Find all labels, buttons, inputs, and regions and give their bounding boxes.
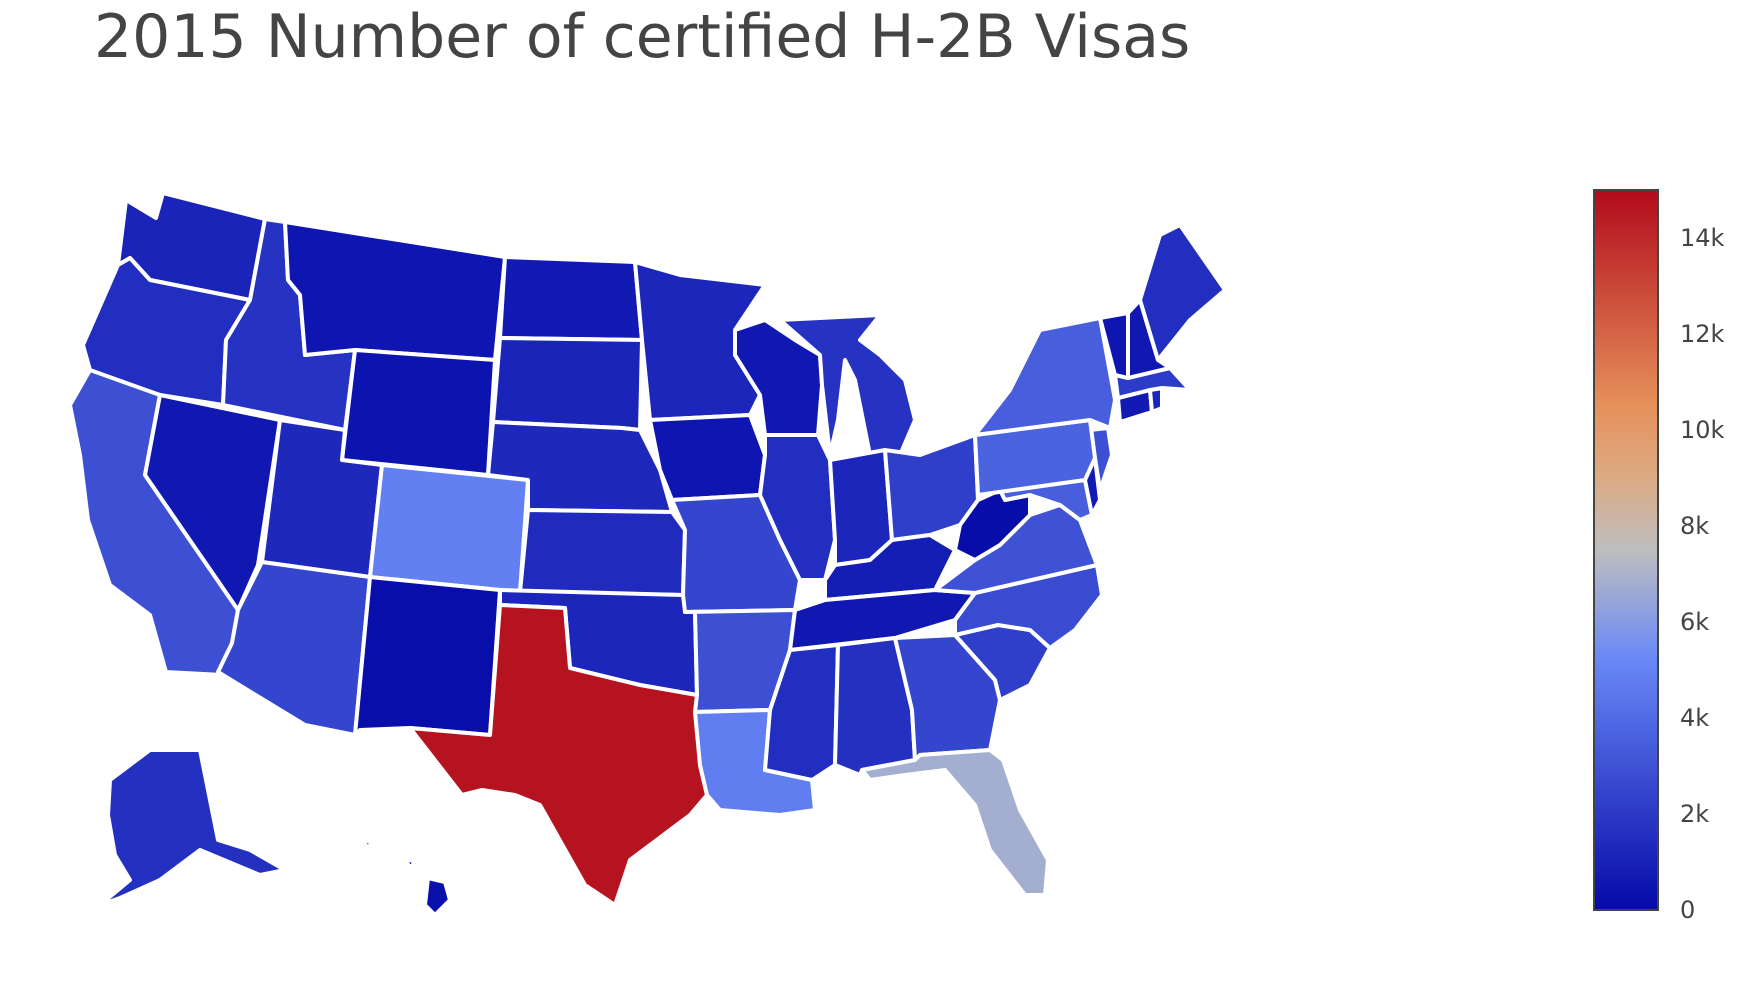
state-ME[interactable] (1140, 225, 1225, 360)
colorbar-tick-label: 4k (1680, 704, 1709, 732)
colorbar-tick-label: 12k (1680, 320, 1725, 348)
colorbar-ticks: 0 2k 4k 6k 8k 10k 12k 14k (1680, 224, 1725, 924)
state-ND[interactable] (500, 257, 642, 340)
colorbar-tick-label: 10k (1680, 416, 1725, 444)
colorbar-tick-label: 14k (1680, 224, 1725, 252)
state-CO[interactable] (370, 465, 528, 592)
state-SD[interactable] (493, 338, 642, 430)
state-HI[interactable] (325, 828, 450, 915)
colorbar-tick-label: 6k (1680, 608, 1709, 636)
colorbar-tick-label: 2k (1680, 800, 1709, 828)
state-AK[interactable] (100, 750, 285, 905)
colorbar-gradient (1594, 190, 1658, 910)
state-NM[interactable] (355, 577, 500, 735)
state-IA[interactable] (650, 415, 765, 500)
state-MT[interactable] (285, 222, 505, 360)
colorbar: 0 2k 4k 6k 8k 10k 12k 14k (1594, 190, 1725, 924)
state-KS[interactable] (520, 510, 685, 595)
state-WY[interactable] (342, 350, 495, 475)
state-NY[interactable] (975, 318, 1115, 435)
state-FL[interactable] (862, 750, 1048, 895)
colorbar-tick-label: 8k (1680, 512, 1709, 540)
states-layer (70, 193, 1225, 915)
colorbar-tick-label: 0 (1680, 896, 1695, 924)
